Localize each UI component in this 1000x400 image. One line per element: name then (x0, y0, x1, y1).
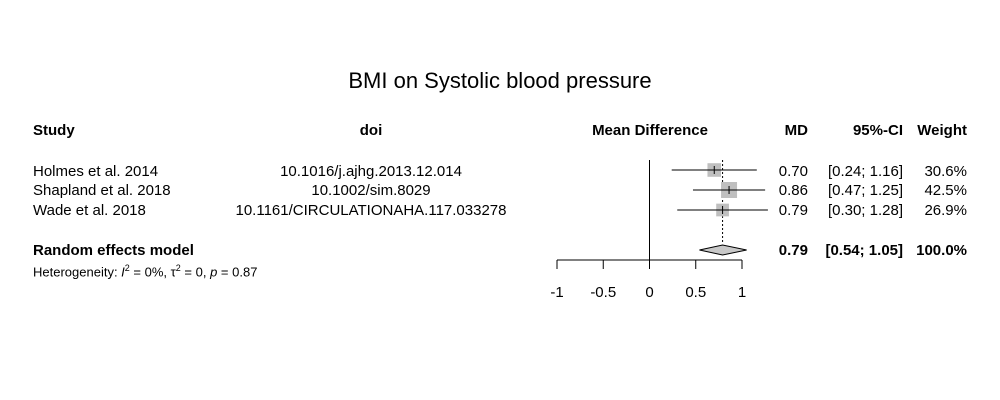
squared-superscript: 2 (124, 263, 130, 273)
i2-symbol: I (121, 264, 125, 280)
study-doi: 10.1161/CIRCULATIONAHA.117.033278 (235, 202, 507, 219)
summary-ci: [0.54; 1.05] (825, 242, 903, 259)
summary-md: 0.79 (778, 242, 808, 259)
study-weight: 30.6% (924, 163, 967, 180)
p-symbol: p (210, 264, 218, 280)
header-md: MD (784, 122, 808, 139)
study-md: 0.79 (778, 202, 808, 219)
study-ci: [0.24; 1.16] (827, 163, 903, 180)
study-md: 0.86 (778, 182, 808, 199)
chart-title: BMI on Systolic blood pressure (348, 68, 652, 93)
x-tick-label: -1 (550, 284, 563, 301)
x-tick-label: 0 (645, 284, 653, 301)
squared-superscript: 2 (175, 263, 181, 273)
heterogeneity-prefix: Heterogeneity: (33, 264, 122, 280)
header-doi: doi (359, 122, 383, 139)
study-ci: [0.30; 1.28] (827, 202, 903, 219)
x-tick-label: -0.5 (590, 284, 616, 301)
tau2-symbol: τ (170, 264, 176, 280)
summary-weight: 100.0% (916, 242, 967, 259)
summary-label: Random effects model (33, 242, 194, 259)
study-weight: 42.5% (924, 182, 967, 199)
header-weight: Weight (917, 122, 967, 139)
header-study: Study (33, 122, 75, 139)
p-value: = 0.87 (217, 264, 258, 280)
summary-diamond (699, 244, 747, 256)
i2-value: = 0%, (129, 264, 171, 280)
study-label: Shapland et al. 2018 (33, 182, 171, 199)
study-doi: 10.1002/sim.8029 (311, 182, 431, 199)
study-label: Holmes et al. 2014 (33, 163, 159, 180)
header-ci: 95%-CI (852, 122, 903, 139)
study-md: 0.70 (778, 163, 808, 180)
study-label: Wade et al. 2018 (33, 202, 146, 219)
x-tick-label: 0.5 (685, 284, 706, 301)
study-ci: [0.47; 1.25] (827, 182, 903, 199)
header-mean-difference: Mean Difference (592, 122, 708, 139)
heterogeneity-text: Heterogeneity: I2 = 0%, τ2 = 0, p = 0.87 (33, 263, 258, 280)
study-doi: 10.1016/j.ajhg.2013.12.014 (280, 163, 462, 180)
study-weight: 26.9% (924, 202, 967, 219)
tau2-value: = 0, (180, 264, 211, 280)
x-tick-label: 1 (738, 284, 746, 301)
